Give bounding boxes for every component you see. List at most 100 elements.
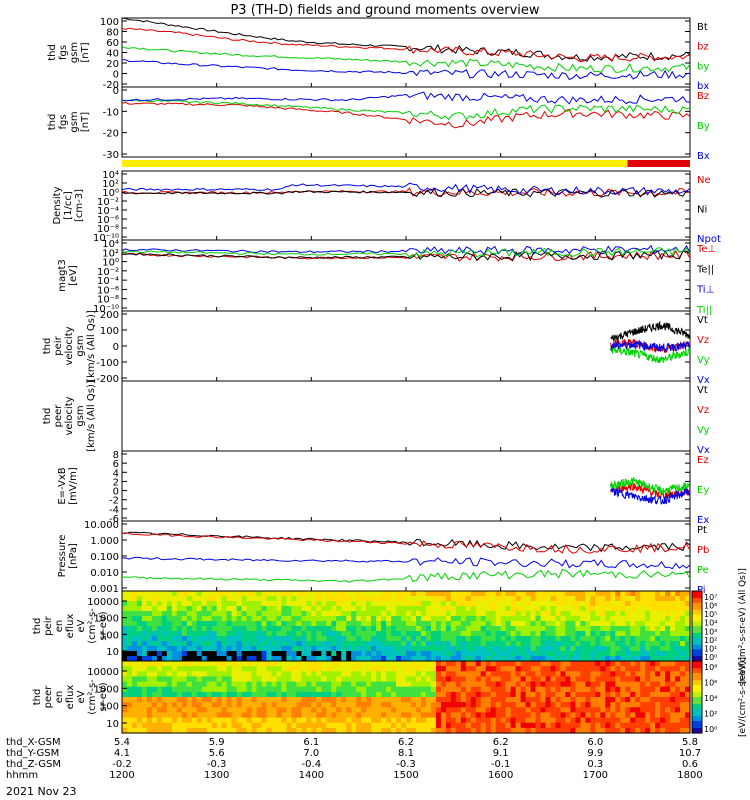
spectrogram-cell [186,671,193,677]
spectrogram-cell [490,616,497,622]
spectrogram-cell [127,626,133,632]
spectrogram-cell [336,686,342,693]
spectrogram-cell [401,636,407,642]
spectrogram-cell [396,686,402,693]
spectrogram-cell [221,686,228,693]
spectrogram-cell [141,707,148,713]
spectrogram-cell [261,631,268,637]
spectrogram-cell [585,697,591,703]
spectrogram-cell [535,722,542,729]
spectrogram-cell [670,722,676,729]
spectrogram-cell [321,722,327,729]
spectrogram-cell [455,691,462,698]
spectrogram-cell [450,651,457,657]
legend-entry: Vz [697,335,709,346]
spectrogram-cell [411,712,417,719]
spectrogram-cell [276,651,283,657]
spectrogram-cell [336,676,342,683]
spectrogram-cell [346,686,352,693]
spectrogram-cell [376,626,382,632]
spectrogram-cell [675,596,681,602]
spectrogram-cell [381,722,387,729]
spectrogram-cell [321,636,327,642]
spectrogram-cell [281,661,287,667]
spectrogram-cell [186,666,193,672]
spectrogram-cell [485,636,492,642]
spectrogram-cell [231,611,238,617]
spectrogram-cell [470,691,477,698]
spectrogram-cell [480,681,487,688]
spectrogram-cell [470,631,477,637]
spectrogram-cell [440,631,447,637]
spectrogram-cell [161,636,168,642]
spectrogram-cell [650,616,656,622]
spectrogram-cell [425,631,432,637]
spectrogram-cell [530,681,537,688]
spectrogram-cell [645,712,651,719]
spectrogram-cell [256,727,263,734]
spectrogram-cell [127,631,133,637]
spectrogram-cell [406,686,412,693]
spectrogram-cell [286,611,292,617]
spectrogram-cell [600,661,606,667]
spectrogram-cell [670,591,676,597]
spectrogram-cell [685,601,691,607]
spectrogram-cell [530,646,537,652]
spectrogram-cell [191,621,198,627]
spectrogram-cell [196,651,203,657]
spectrogram-cell [500,707,507,713]
spectrogram-cell [680,626,686,632]
spectrogram-cell [166,717,173,724]
spectrogram-cell [311,601,317,607]
spectrogram-cell [430,641,437,647]
spectrogram-cell [560,661,567,667]
ylabel-line: [nPa] [68,543,79,569]
spectrogram-cell [465,636,472,642]
spectrogram-cell [321,631,327,637]
spectrogram-cell [535,621,542,627]
spectrogram-cell [465,646,472,652]
spectrogram-cell [570,727,576,734]
x-axis-row-label: thd_Y-GSM [6,748,59,759]
spectrogram-cell [630,591,636,597]
spectrogram-cell [351,697,357,703]
spectrogram-cell [141,636,148,642]
y-tick-label: -4 [109,505,119,516]
x-axis-value: 5.8 [682,737,698,748]
spectrogram-cell [301,636,307,642]
legend-entry: Ti|| [696,305,712,316]
spectrogram-cell [450,631,457,637]
spectrogram-cell [560,606,567,612]
spectrogram-cell [241,631,248,637]
spectrogram-cell [530,727,537,734]
spectrogram-cell [480,727,487,734]
spectrogram-cell [655,626,661,632]
spectrogram-cell [510,671,517,677]
spectrogram-cell [585,626,591,632]
ylabel-line: velocity [64,326,75,365]
legend-entry: Ex [697,515,709,526]
spectrogram-cell [600,676,606,683]
spectrogram-cell [411,636,417,642]
spectrogram-cell [276,727,283,734]
spectrogram-cell [605,697,611,703]
colorbar-cell [692,598,702,601]
spectrogram-cell [600,651,606,657]
spectrogram-cell [201,646,208,652]
spectrogram-cell [361,671,367,677]
spectrogram-cell [635,707,641,713]
spectrogram-cell [281,707,287,713]
spectrogram-cell [416,707,422,713]
spectrogram-cell [356,691,362,698]
spectrogram-cell [620,676,626,683]
spectrogram-cell [376,697,382,703]
spectrogram-cell [266,646,273,652]
spectrogram-cell [615,727,621,734]
spectrogram-cell [550,616,557,622]
series-line-Pt [121,531,691,553]
spectrogram-cell [316,646,322,652]
spectrogram-cell [480,666,487,672]
spectrogram-cell [122,727,128,734]
spectrogram-cell [151,626,158,632]
spectrogram-cell [580,681,586,688]
